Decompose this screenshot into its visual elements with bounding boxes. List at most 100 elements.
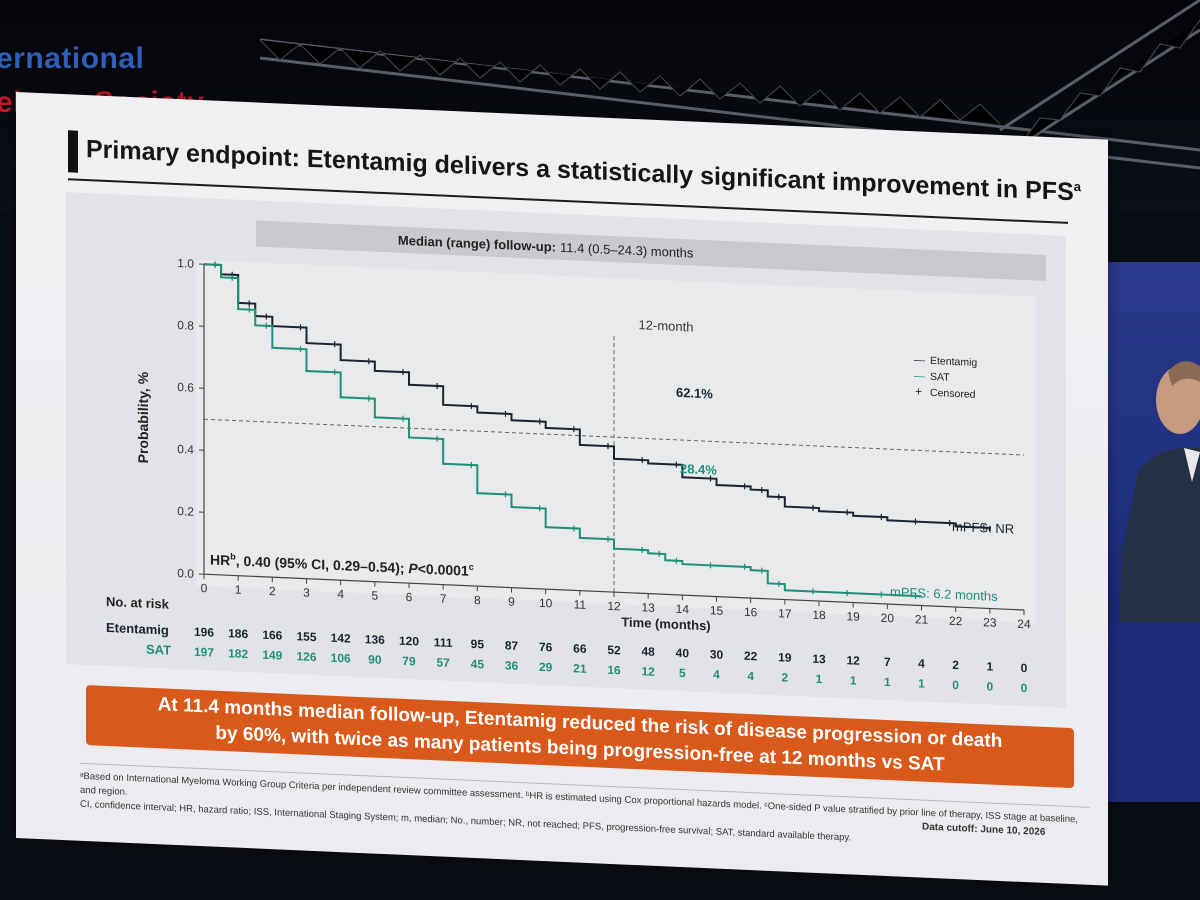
sat-km-curve bbox=[204, 263, 922, 598]
risk-cell: 16 bbox=[607, 663, 621, 678]
risk-cell: 45 bbox=[471, 657, 485, 672]
x-tick-label: 22 bbox=[949, 614, 963, 629]
risk-cell: 30 bbox=[710, 647, 724, 662]
x-tick-label: 1 bbox=[235, 583, 242, 597]
x-tick-label: 23 bbox=[983, 615, 997, 630]
x-tick-label: 4 bbox=[337, 587, 344, 601]
x-tick-label: 6 bbox=[406, 590, 413, 604]
risk-cell: 0 bbox=[952, 678, 959, 692]
risk-cell: 19 bbox=[778, 650, 792, 665]
risk-cell: 0 bbox=[1021, 661, 1028, 675]
risk-cell: 40 bbox=[676, 646, 690, 661]
y-tick-label: 0.0 bbox=[177, 566, 194, 581]
title-accent-bar bbox=[68, 130, 78, 173]
p-superscript: c bbox=[469, 562, 474, 572]
x-tick-label: 14 bbox=[676, 602, 690, 617]
followup-label: Median (range) follow-up: bbox=[398, 233, 556, 255]
risk-cell: 13 bbox=[812, 652, 826, 667]
risk-cell: 79 bbox=[402, 654, 416, 669]
risk-cell: 57 bbox=[436, 655, 450, 670]
slide-title-superscript: a bbox=[1073, 178, 1081, 195]
risk-cell: 111 bbox=[434, 635, 453, 650]
risk-cell: 0 bbox=[986, 679, 993, 693]
etentamig-median-label: mPFS: NR bbox=[952, 519, 1014, 537]
risk-cell: 136 bbox=[365, 632, 385, 647]
legend: — Etentamig — SAT + Censored bbox=[914, 354, 977, 401]
risk-cell: 12 bbox=[641, 664, 655, 679]
x-axis-label: Time (months) bbox=[621, 614, 710, 633]
risk-cell: 1 bbox=[816, 672, 823, 686]
risk-cell: 106 bbox=[331, 651, 351, 666]
chart-panel: Median (range) follow-up: 11.4 (0.5–24.3… bbox=[66, 192, 1066, 708]
legend-etentamig-label: Etentamig bbox=[930, 355, 977, 369]
etentamig-km-curve bbox=[204, 263, 991, 532]
y-tick-label: 0.2 bbox=[177, 504, 194, 519]
slide-title: Primary endpoint: Etentamig delivers a s… bbox=[86, 135, 1086, 208]
logo-text-line1: ernational bbox=[0, 42, 145, 75]
risk-cell: 22 bbox=[744, 649, 758, 664]
risk-cell: 2 bbox=[781, 670, 788, 684]
x-tick-label: 8 bbox=[474, 593, 481, 607]
risk-cell: 7 bbox=[884, 655, 891, 669]
x-tick-label: 9 bbox=[508, 594, 515, 608]
x-tick-label: 17 bbox=[778, 606, 792, 621]
y-tick-label: 0.6 bbox=[177, 380, 194, 395]
p-label: P bbox=[408, 560, 418, 576]
x-tick-label: 15 bbox=[710, 603, 724, 618]
risk-cell: 120 bbox=[399, 634, 419, 649]
risk-cell: 186 bbox=[228, 626, 248, 641]
hr-label: HR bbox=[210, 551, 230, 568]
x-tick-label: 2 bbox=[269, 584, 276, 598]
x-tick-label: 24 bbox=[1017, 617, 1031, 632]
risk-cell: 2 bbox=[952, 658, 959, 672]
risk-cell: 5 bbox=[679, 666, 686, 680]
risk-cell: 1 bbox=[918, 676, 925, 690]
x-tick-label: 13 bbox=[641, 600, 655, 615]
km-chart: Median (range) follow-up: 11.4 (0.5–24.3… bbox=[106, 220, 1046, 695]
x-tick-label: 12 bbox=[607, 599, 621, 614]
risk-cell: 4 bbox=[918, 656, 925, 670]
risk-cell: 90 bbox=[368, 652, 382, 667]
x-tick-label: 21 bbox=[915, 612, 929, 627]
risk-cell: 1 bbox=[986, 659, 993, 673]
risk-cell: 166 bbox=[262, 628, 282, 643]
x-tick-label: 16 bbox=[744, 605, 758, 620]
risk-cell: 95 bbox=[471, 637, 485, 652]
legend-sat-symbol: — bbox=[914, 370, 925, 382]
risk-cell: 52 bbox=[607, 643, 621, 658]
p-value: <0.0001 bbox=[418, 561, 469, 579]
followup-value: 11.4 (0.5–24.3) months bbox=[560, 240, 694, 261]
y-axis-label: Probability, % bbox=[135, 371, 151, 464]
followup-banner bbox=[256, 220, 1046, 281]
x-tick-label: 10 bbox=[539, 596, 553, 611]
risk-cell: 142 bbox=[331, 631, 351, 646]
legend-censored-label: Censored bbox=[930, 387, 976, 401]
sat-12mo-label: 28.4% bbox=[680, 461, 717, 478]
risk-cell: 36 bbox=[505, 658, 519, 673]
risk-cell: 126 bbox=[296, 649, 316, 664]
risk-cell: 0 bbox=[1021, 681, 1028, 695]
y-tick-label: 0.4 bbox=[177, 442, 194, 457]
risk-cell: 1 bbox=[850, 673, 857, 687]
etentamig-12mo-label: 62.1% bbox=[676, 385, 713, 402]
x-tick-label: 3 bbox=[303, 586, 310, 600]
x-tick-label: 18 bbox=[812, 608, 826, 623]
risk-cell: 4 bbox=[713, 667, 720, 681]
presentation-slide: Primary endpoint: Etentamig delivers a s… bbox=[16, 92, 1108, 886]
hazard-ratio-text: HRb, 0.40 (95% CI, 0.29–0.54); P<0.0001c bbox=[210, 550, 474, 579]
y-tick-label: 1.0 bbox=[177, 256, 194, 271]
slide-title-text: Primary endpoint: Etentamig delivers a s… bbox=[86, 135, 1074, 207]
risk-cell: 66 bbox=[573, 641, 587, 656]
risk-cell: 4 bbox=[747, 669, 754, 683]
sat-median-label: mPFS: 6.2 months bbox=[890, 584, 998, 604]
risk-cell: 29 bbox=[539, 660, 553, 675]
x-tick-label: 11 bbox=[574, 597, 587, 612]
x-tick-label: 5 bbox=[371, 589, 378, 603]
x-tick-label: 7 bbox=[440, 592, 447, 606]
marker-label: 12-month bbox=[639, 317, 694, 334]
y-tick-label: 0.8 bbox=[177, 318, 194, 333]
risk-cell: 155 bbox=[296, 629, 316, 644]
legend-sat-label: SAT bbox=[930, 371, 950, 384]
hr-value: , 0.40 (95% CI, 0.29–0.54); bbox=[236, 553, 409, 577]
risk-row-label: SAT bbox=[146, 642, 171, 658]
